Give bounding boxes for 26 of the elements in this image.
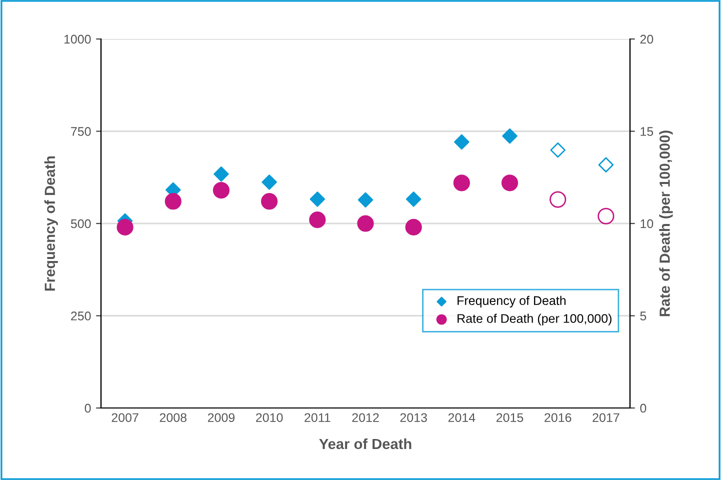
x-tick-label: 2015 [496,413,524,422]
y-tick-label: 250 [71,312,91,320]
x-tick-label: 2008 [160,413,186,422]
y-tick-label: 750 [71,127,91,136]
y-tick-label: 500 [70,219,91,228]
y2-tick-label: 10 [640,219,654,228]
y2-tick-label: 0 [640,404,646,413]
y-axis-title: Frequency of Death [44,156,58,291]
x-tick-label: 2009 [208,413,235,422]
x-tick-label: 2007 [112,413,138,422]
x-tick-label: 2010 [256,413,283,422]
y2-tick-label: 5 [640,312,646,320]
legend-label: Rate of Death (per 100,000) [458,314,612,326]
legend-label: Frequency of Death [458,296,566,308]
x-tick-label: 2014 [448,413,476,422]
y2-tick-label: 20 [640,34,654,44]
y2-tick-label: 15 [640,127,654,136]
x-tick-label: 2013 [400,413,427,422]
y-tick-label: 0 [84,404,91,413]
x-tick-label: 2017 [592,413,620,422]
x-tick-label: 2011 [304,413,330,422]
y-tick-label: 1000 [64,34,91,44]
x-axis-title: Year of Death [319,438,412,450]
x-tick-label: 2012 [352,413,379,422]
y2-axis-title: Rate of Death (per 100,000) [659,130,673,316]
x-tick-label: 2016 [544,413,572,422]
